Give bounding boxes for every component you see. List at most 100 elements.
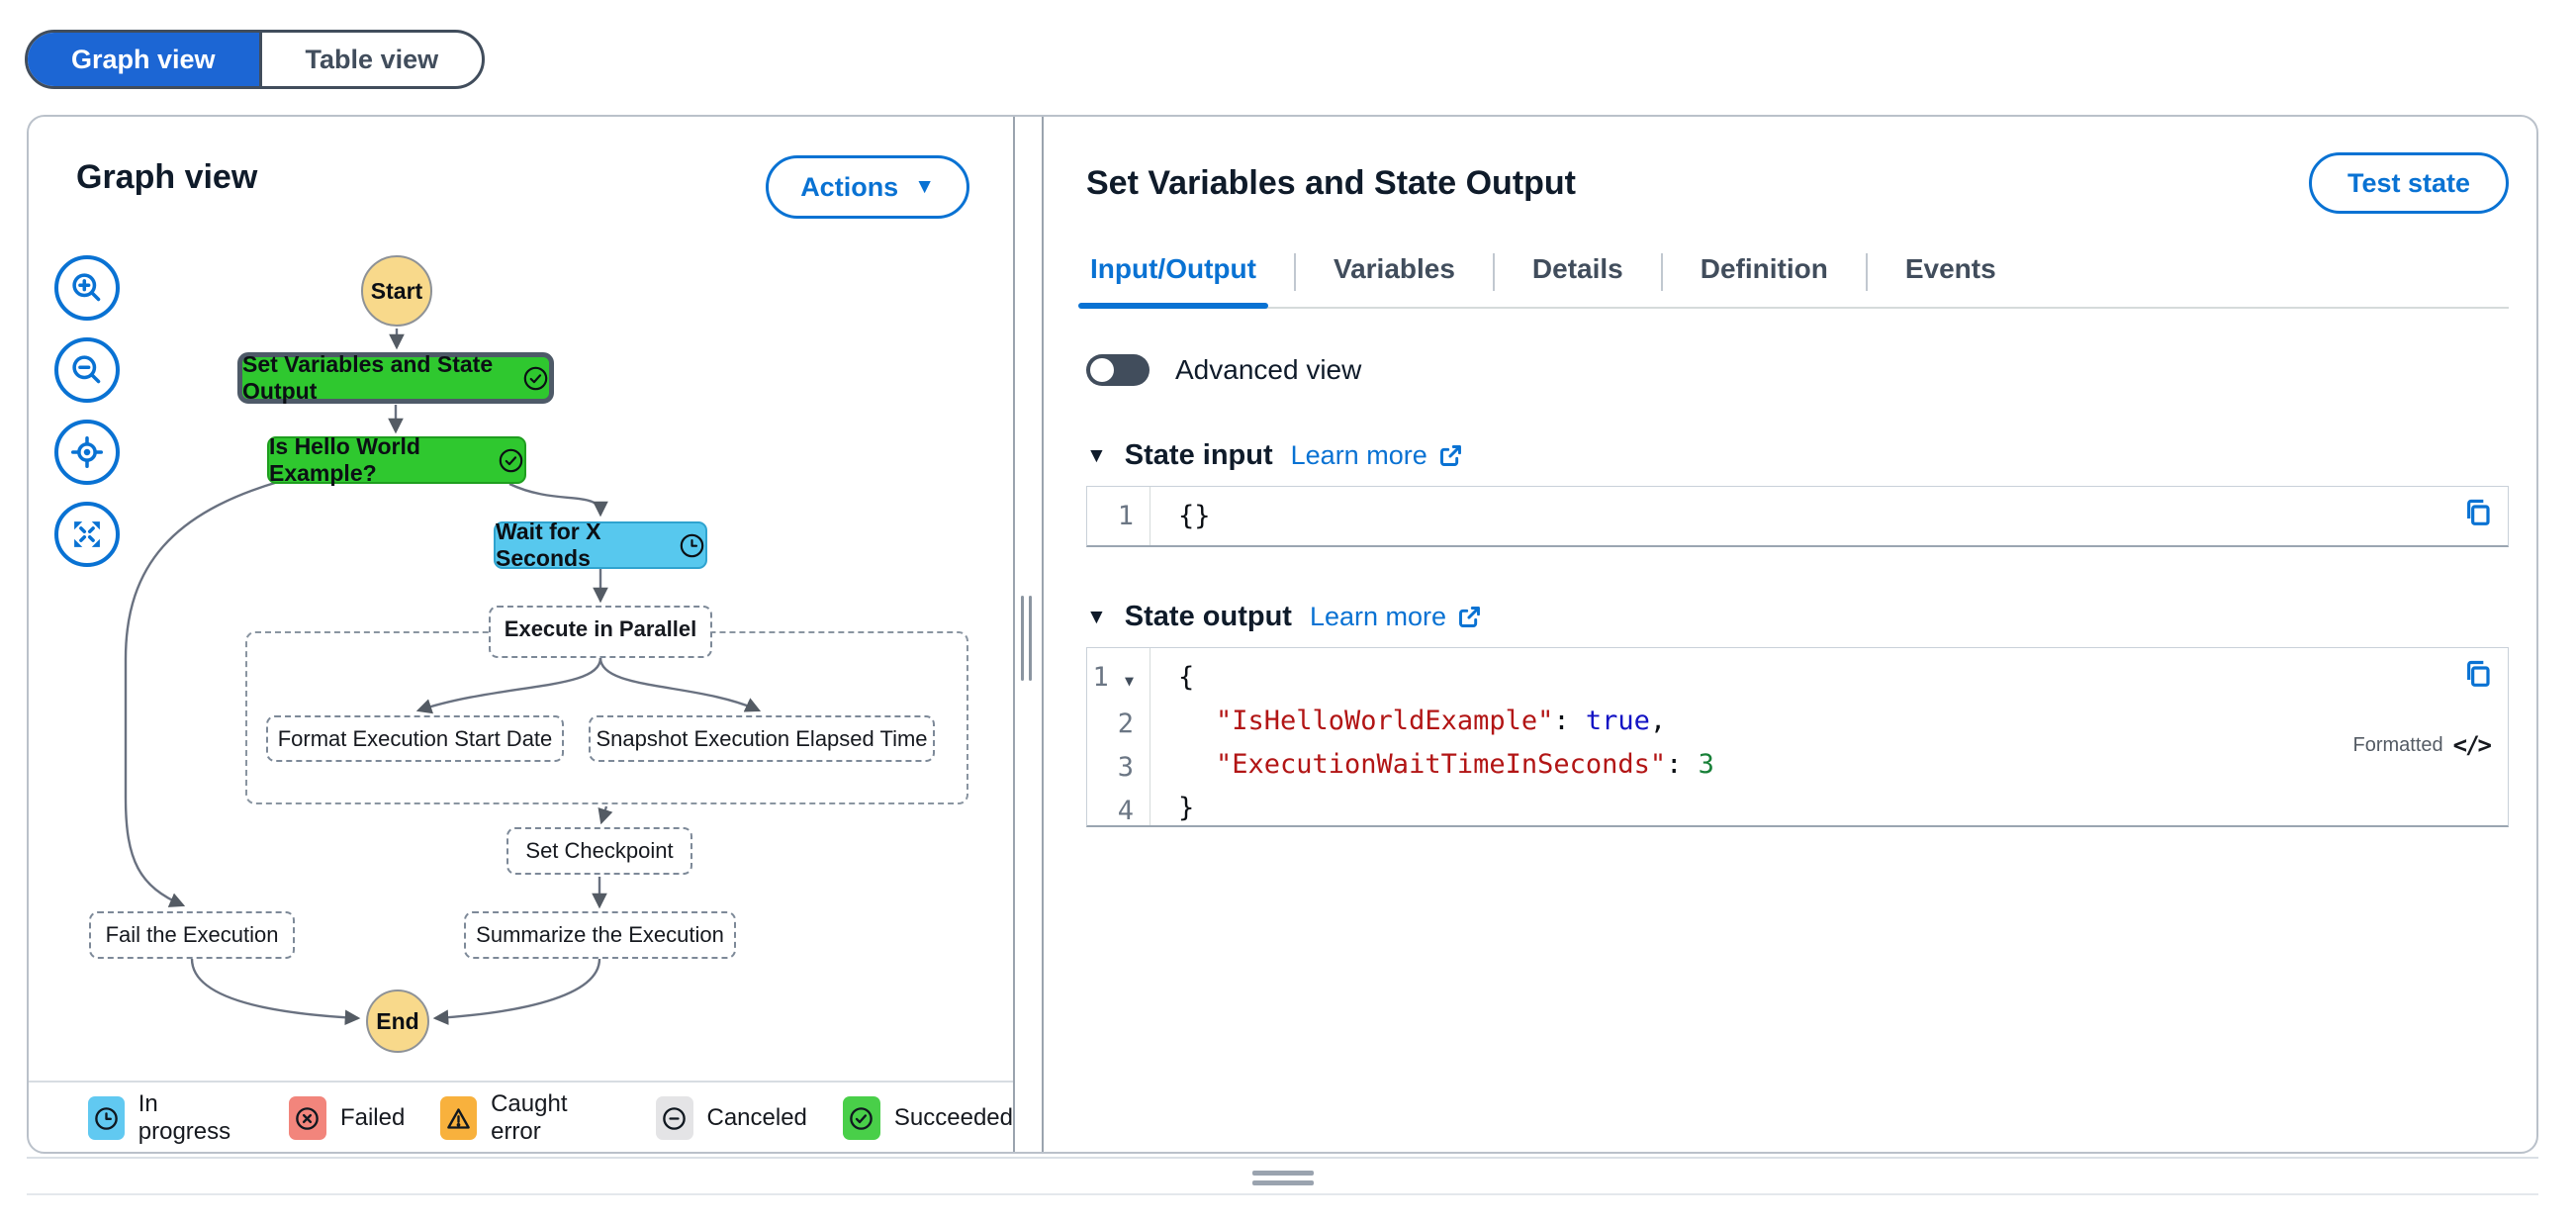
learn-more-label: Learn more	[1290, 440, 1427, 470]
graph-zoom-toolbar	[54, 255, 120, 567]
line-number-text: 1	[1092, 662, 1109, 693]
node-label: Format Execution Start Date	[277, 725, 553, 751]
zoom-out-icon	[72, 355, 101, 384]
node-snapshot-execution-elapsed-time[interactable]: Snapshot Execution Elapsed Time	[589, 715, 935, 762]
node-set-variables[interactable]: Set Variables and State Output	[237, 351, 554, 404]
state-input-learn-more-link[interactable]: Learn more	[1291, 440, 1464, 471]
tab-events[interactable]: Events	[1904, 253, 1996, 284]
legend-label: Succeeded	[893, 1104, 1013, 1131]
zoom-out-button[interactable]	[54, 337, 120, 403]
external-link-icon	[1439, 445, 1461, 466]
center-view-icon	[70, 435, 104, 469]
line-number: 3	[1117, 752, 1134, 783]
legend-in-progress: In progress	[88, 1090, 253, 1146]
external-link-icon	[1459, 607, 1480, 627]
actions-button[interactable]: Actions ▼	[766, 155, 969, 219]
copy-button[interactable]	[2462, 658, 2494, 690]
line-number-gutter: 1	[1087, 487, 1150, 545]
execution-detail-card: Graph view Actions ▼	[27, 115, 2538, 1154]
advanced-view-toggle[interactable]	[1086, 354, 1150, 386]
node-summarize-the-execution[interactable]: Summarize the Execution	[464, 911, 736, 959]
end-node-label: End	[376, 1007, 419, 1034]
clock-icon	[88, 1096, 125, 1140]
table-view-toggle[interactable]: Table view	[258, 33, 483, 86]
state-output-editor: 1 ▼ 2 3 4 { "IsHelloWorldExample": true,…	[1086, 647, 2509, 827]
legend-label: Failed	[339, 1104, 406, 1131]
state-input-code: {}	[1178, 501, 1211, 531]
start-node: Start	[361, 255, 432, 327]
node-label: Execute in Parallel	[504, 616, 697, 641]
graph-panel-title: Graph view	[76, 158, 258, 196]
node-execute-in-parallel[interactable]: Execute in Parallel	[489, 606, 712, 658]
legend-label: In progress	[138, 1090, 231, 1145]
node-fail-the-execution[interactable]: Fail the Execution	[89, 911, 295, 959]
state-output-heading: State output	[1124, 601, 1292, 632]
node-label: Summarize the Execution	[476, 922, 724, 947]
bottom-splitter-bar	[27, 1157, 2538, 1195]
node-is-hello-world[interactable]: Is Hello World Example?	[267, 433, 526, 486]
tab-divider	[1293, 253, 1296, 291]
zoom-in-icon	[72, 273, 101, 302]
view-mode-toggle: Graph view Table view	[25, 30, 486, 89]
node-label: Fail the Execution	[105, 922, 279, 947]
status-legend: In progress Failed Caught error Canceled	[29, 1081, 1013, 1152]
state-input-editor: 1 {}	[1086, 486, 2509, 547]
code-brackets-icon: </>	[2452, 731, 2492, 759]
tab-divider	[1660, 253, 1663, 291]
panel-splitter-grip[interactable]	[1021, 596, 1032, 681]
tab-divider	[1492, 253, 1495, 291]
legend-label: Canceled	[706, 1104, 807, 1131]
collapse-triangle-icon[interactable]: ▼	[1086, 443, 1107, 467]
graph-panel: Graph view Actions ▼	[29, 117, 1015, 1152]
node-label: Set Checkpoint	[525, 838, 674, 863]
advanced-view-label: Advanced view	[1175, 354, 1362, 385]
node-label: Wait for X Seconds	[496, 518, 601, 571]
fold-caret-icon[interactable]: ▼	[1124, 672, 1134, 690]
legend-label: Caught error	[491, 1090, 568, 1145]
code-line: {	[1178, 662, 1195, 693]
state-input-heading: State input	[1124, 439, 1273, 471]
state-detail-panel: Set Variables and State Output Test stat…	[1042, 117, 2536, 1152]
node-label: Snapshot Execution Elapsed Time	[596, 725, 928, 751]
collapse-triangle-icon[interactable]: ▼	[1086, 605, 1107, 628]
bottom-splitter-grip[interactable]	[1251, 1171, 1314, 1185]
line-number-gutter: 1 ▼ 2 3 4	[1087, 648, 1150, 826]
in-progress-clock-icon	[679, 532, 705, 559]
tab-definition[interactable]: Definition	[1700, 253, 1828, 284]
learn-more-label: Learn more	[1309, 602, 1447, 631]
state-output-code: { "IsHelloWorldExample": true, "Executio…	[1150, 648, 2508, 825]
line-number: 1 ▼	[1087, 656, 1150, 703]
tab-divider	[1865, 253, 1868, 291]
tab-details[interactable]: Details	[1531, 253, 1623, 284]
fit-view-button[interactable]	[54, 502, 120, 567]
graph-view-toggle[interactable]: Graph view	[28, 33, 259, 86]
state-output-learn-more-link[interactable]: Learn more	[1310, 602, 1483, 632]
succeeded-check-icon	[522, 365, 549, 392]
formatted-mode-indicator[interactable]: Formatted </>	[2352, 731, 2492, 759]
node-wait-for-x-seconds[interactable]: Wait for X Seconds	[494, 518, 707, 571]
formatted-label: Formatted	[2352, 733, 2443, 756]
copy-button[interactable]	[2462, 497, 2494, 528]
line-number: 1	[1117, 501, 1134, 531]
legend-succeeded: Succeeded	[842, 1096, 1013, 1140]
zoom-in-button[interactable]	[54, 255, 120, 321]
center-view-button[interactable]	[54, 420, 120, 485]
test-state-button[interactable]: Test state	[2308, 152, 2509, 214]
code-line: }	[1178, 793, 1195, 823]
code-line: "IsHelloWorldExample": true,	[1216, 706, 1667, 736]
minus-circle-icon	[655, 1096, 693, 1140]
actions-button-label: Actions	[800, 171, 899, 202]
node-format-execution-start-date[interactable]: Format Execution Start Date	[266, 715, 564, 762]
node-label: Is Hello World Example?	[269, 433, 420, 486]
tab-variables[interactable]: Variables	[1333, 253, 1455, 284]
tab-input-output[interactable]: Input/Output	[1078, 243, 1268, 309]
line-number: 2	[1117, 708, 1134, 739]
fit-view-icon	[74, 521, 100, 547]
line-number: 4	[1117, 796, 1134, 826]
check-circle-icon	[842, 1096, 880, 1140]
x-circle-icon	[288, 1096, 326, 1140]
node-set-checkpoint[interactable]: Set Checkpoint	[506, 827, 692, 875]
node-label: Set Variables and State Output	[242, 351, 494, 404]
detail-tabs: Input/Output Variables Details Definitio…	[1078, 243, 2509, 309]
legend-caught-error: Caught error	[440, 1090, 619, 1146]
